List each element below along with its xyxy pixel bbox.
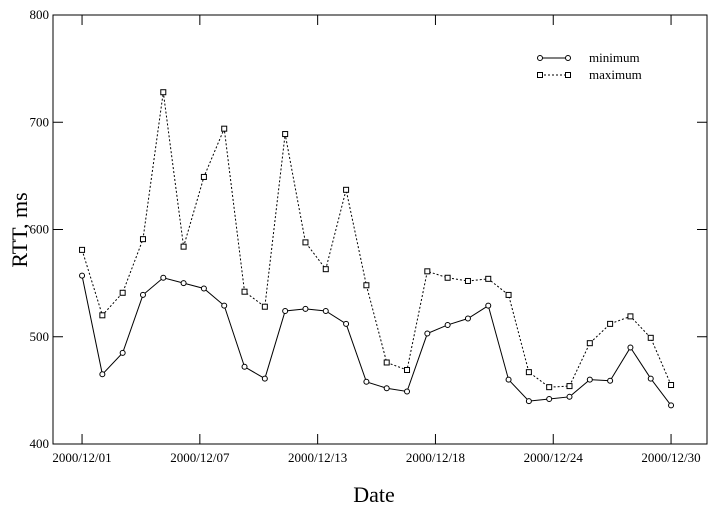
- x-tick-label: 2000/12/01: [52, 450, 111, 465]
- marker: [566, 393, 573, 400]
- marker: [404, 366, 411, 373]
- x-axis-label: Date: [353, 482, 395, 507]
- marker: [525, 369, 532, 376]
- marker: [647, 334, 654, 341]
- marker: [566, 383, 573, 390]
- marker: [322, 266, 329, 273]
- series-line: [81, 92, 672, 388]
- marker: [282, 131, 289, 138]
- legend-marker: [565, 72, 571, 78]
- marker: [627, 313, 634, 320]
- marker: [99, 371, 106, 378]
- marker: [241, 288, 248, 295]
- legend-marker: [537, 72, 543, 78]
- x-tick-label: 2000/12/13: [288, 450, 347, 465]
- legend-label: minimum: [589, 50, 640, 65]
- x-tick-label: 2000/12/07: [170, 450, 230, 465]
- marker: [404, 388, 411, 395]
- marker: [505, 376, 512, 383]
- marker: [139, 291, 146, 298]
- legend-marker: [537, 55, 543, 61]
- marker: [607, 320, 614, 327]
- marker: [200, 173, 207, 180]
- marker: [180, 243, 187, 250]
- x-tick-label: 2000/12/18: [406, 450, 465, 465]
- marker: [200, 285, 207, 292]
- marker: [139, 236, 146, 243]
- y-tick-label: 700: [30, 114, 50, 129]
- marker: [668, 382, 675, 389]
- marker: [363, 282, 370, 289]
- marker: [546, 395, 553, 402]
- marker: [119, 349, 126, 356]
- marker: [160, 274, 167, 281]
- marker: [261, 375, 268, 382]
- marker: [607, 377, 614, 384]
- marker: [546, 384, 553, 391]
- marker: [464, 277, 471, 284]
- marker: [505, 291, 512, 298]
- marker: [464, 315, 471, 322]
- y-tick-label: 500: [30, 329, 50, 344]
- marker: [221, 302, 228, 309]
- legend-marker: [565, 55, 571, 61]
- marker: [485, 275, 492, 282]
- marker: [302, 305, 309, 312]
- marker: [261, 303, 268, 310]
- marker: [627, 344, 634, 351]
- marker: [444, 321, 451, 328]
- marker: [363, 378, 370, 385]
- marker: [525, 398, 532, 405]
- marker: [241, 363, 248, 370]
- marker: [180, 280, 187, 287]
- marker: [282, 308, 289, 315]
- marker: [119, 289, 126, 296]
- y-axis-label: RTT, ms: [7, 192, 32, 267]
- y-tick-label: 600: [30, 222, 50, 237]
- marker: [485, 302, 492, 309]
- x-tick-label: 2000/12/30: [641, 450, 700, 465]
- marker: [322, 308, 329, 315]
- marker: [424, 268, 431, 275]
- marker: [668, 402, 675, 409]
- marker: [383, 359, 390, 366]
- marker: [302, 239, 309, 246]
- y-tick-label: 400: [30, 436, 50, 451]
- x-tick-label: 2000/12/24: [524, 450, 584, 465]
- marker: [586, 340, 593, 347]
- marker: [221, 125, 228, 132]
- marker: [79, 272, 86, 279]
- marker: [343, 320, 350, 327]
- marker: [383, 385, 390, 392]
- marker: [424, 330, 431, 337]
- marker: [586, 376, 593, 383]
- legend-label: maximum: [589, 67, 642, 82]
- marker: [160, 89, 167, 96]
- marker: [99, 312, 106, 319]
- marker: [647, 375, 654, 382]
- series-line: [81, 275, 672, 406]
- marker: [444, 274, 451, 281]
- marker: [79, 246, 86, 253]
- y-tick-label: 800: [30, 7, 50, 22]
- marker: [343, 186, 350, 193]
